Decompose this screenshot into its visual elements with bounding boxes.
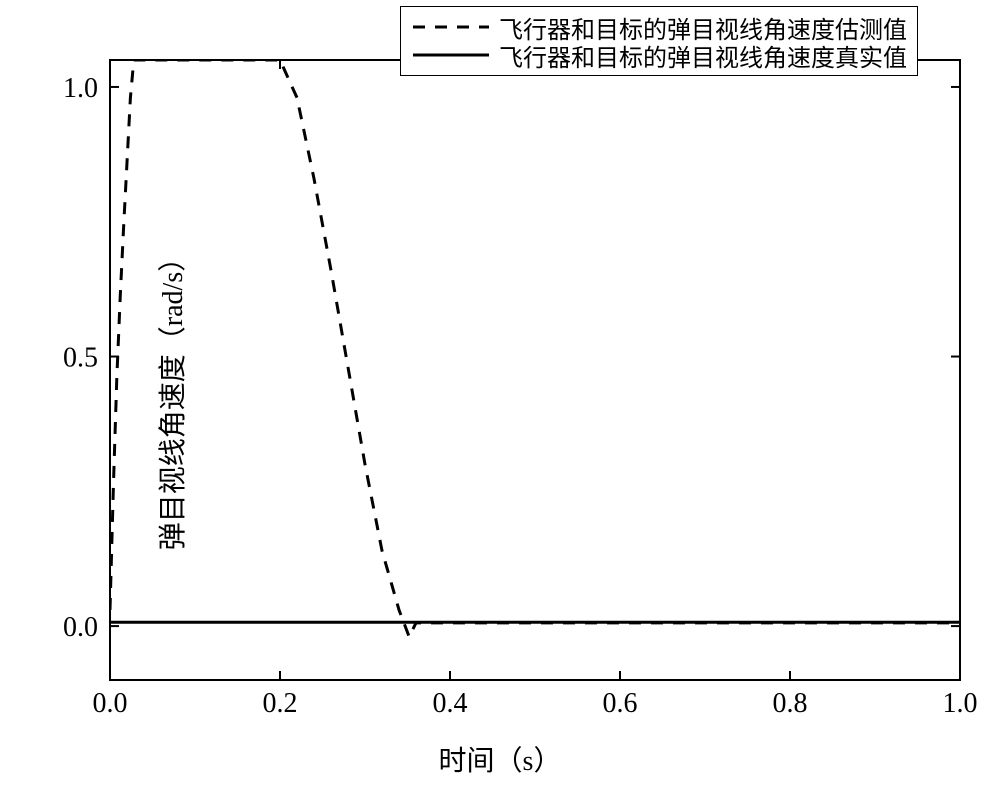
legend-swatch-estimate — [411, 17, 491, 37]
y-tick-label: 0.5 — [63, 343, 98, 374]
legend: 飞行器和目标的弹目视线角速度估测值飞行器和目标的弹目视线角速度真实值 — [400, 6, 918, 76]
series-estimate — [110, 60, 960, 637]
y-tick-label: 1.0 — [63, 73, 98, 104]
y-tick-label: 0.0 — [63, 612, 98, 643]
x-axis-label: 时间（s） — [439, 739, 562, 779]
x-tick-label: 0.6 — [603, 688, 638, 719]
x-tick-label: 0.0 — [93, 688, 128, 719]
chart-svg: 0.0 0.2 0.4 0.6 0.8 1.0 0.0 0.5 1.0 — [0, 0, 1000, 793]
y-axis-label: 弹目视线角速度（rad/s） — [151, 243, 191, 549]
x-tick-label: 0.8 — [773, 688, 808, 719]
legend-label: 飞行器和目标的弹目视线角速度真实值 — [499, 38, 907, 73]
plot-frame — [110, 60, 960, 680]
legend-row: 飞行器和目标的弹目视线角速度真实值 — [411, 41, 907, 69]
x-tick-label: 0.4 — [433, 688, 468, 719]
legend-swatch-true — [411, 45, 491, 65]
x-tick-label: 1.0 — [943, 688, 978, 719]
x-tick-label: 0.2 — [263, 688, 298, 719]
chart-container: 0.0 0.2 0.4 0.6 0.8 1.0 0.0 0.5 1.0 弹目视线角速度（rad/… — [0, 0, 1000, 793]
